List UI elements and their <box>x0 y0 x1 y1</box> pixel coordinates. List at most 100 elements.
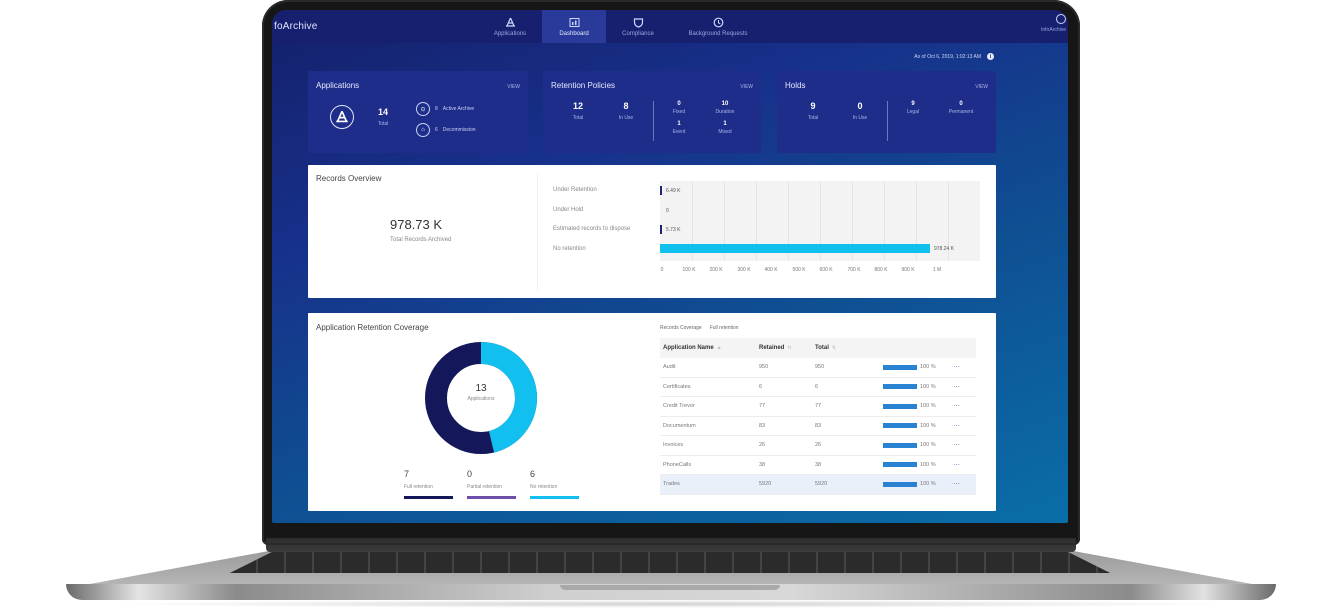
nav-background-requests[interactable]: Background Requests <box>670 10 766 43</box>
user-menu[interactable]: InfoArchive <box>1041 14 1066 33</box>
retention-duration: 10 Duration <box>715 101 735 115</box>
total-records-label: Total Records Archived <box>390 237 452 243</box>
column-retained[interactable]: Retained ⇅ <box>759 345 792 351</box>
coverage-donut-chart[interactable] <box>425 342 537 454</box>
gridline <box>884 181 885 261</box>
gridline <box>820 181 821 261</box>
table-row[interactable]: Invoices 26 26 100 % ⋯ <box>660 436 976 456</box>
bar-label: Under Retention <box>553 187 597 193</box>
as-of-timestamp: As of Oct 6, 2019, 1:02:13 AM <box>914 53 981 60</box>
applications-view-link[interactable]: VIEW <box>507 84 520 90</box>
holds-in-use: 0 In Use <box>852 101 868 121</box>
holds-legal: 9 Legal <box>906 101 920 115</box>
applications-count: 13 <box>475 383 487 394</box>
legend-swatch <box>530 496 579 499</box>
coverage-progress: 100 % <box>883 423 953 429</box>
coverage-progress: 100 % <box>883 364 953 370</box>
bar-no-retention[interactable] <box>660 244 930 253</box>
applications-icon <box>330 105 354 129</box>
table-row-selected[interactable]: Trades 5920 5920 100 % ⋯ <box>660 475 976 495</box>
top-navigation-bar: foArchive Applications Dashboard <box>272 10 1068 43</box>
records-bar-chart: 6.49 K 0 5.73 K 978.24 K <box>660 181 980 261</box>
applications-label: Applications <box>467 396 495 402</box>
row-actions-icon[interactable]: ⋯ <box>953 403 960 411</box>
row-actions-icon[interactable]: ⋯ <box>953 481 960 489</box>
table-row[interactable]: PhoneCalls 38 38 100 % ⋯ <box>660 456 976 475</box>
app-screen: foArchive Applications Dashboard <box>272 10 1068 523</box>
column-total[interactable]: Total ⇅ <box>815 345 837 351</box>
bar-estimated-dispose[interactable] <box>660 225 662 234</box>
coverage-progress: 100 % <box>883 442 953 448</box>
retention-in-use: 8 In Use <box>618 101 634 121</box>
bar-value: 6.49 K <box>666 188 681 194</box>
nav-label: Background Requests <box>688 30 748 37</box>
progress-bar <box>883 423 917 429</box>
bar-label: No retention <box>553 245 586 252</box>
table-header: Application Name ▲ Retained ⇅ Total ⇅ <box>660 338 976 358</box>
table-row[interactable]: Audit 950 950 100 % ⋯ <box>660 358 976 378</box>
divider <box>537 173 538 290</box>
coverage-progress: 100 % <box>883 384 953 390</box>
laptop-shadow <box>100 600 1240 608</box>
card-title: Retention Policies <box>551 81 616 90</box>
laptop-keyboard <box>230 551 1110 573</box>
sort-icon: ⇅ <box>831 345 837 351</box>
holds-permanent: 0 Permanent <box>948 101 974 115</box>
nav-compliance[interactable]: Compliance <box>606 10 670 43</box>
gridline <box>916 181 917 261</box>
divider <box>653 101 654 141</box>
legend-swatch <box>404 496 453 499</box>
info-icon[interactable]: i <box>987 53 994 60</box>
card-title: Holds <box>785 81 806 90</box>
legend-no-retention[interactable]: 6 No retention <box>530 469 580 499</box>
bar-value: 978.24 K <box>934 246 955 252</box>
holds-view-link[interactable]: VIEW <box>975 84 988 90</box>
table-row[interactable]: Credit Trevor 77 77 100 % ⋯ <box>660 397 976 417</box>
coverage-progress: 100 % <box>883 403 953 409</box>
records-bar-labels: Under Retention Under Hold Estimated rec… <box>553 187 630 265</box>
retention-event: 1 Event <box>672 121 686 135</box>
table-row[interactable]: Certificates 6 6 100 % ⋯ <box>660 378 976 397</box>
progress-bar <box>883 481 917 487</box>
row-actions-icon[interactable]: ⋯ <box>953 442 960 450</box>
breadcrumb-records-coverage[interactable]: Records Coverage <box>660 325 702 331</box>
retention-view-link[interactable]: VIEW <box>740 84 753 90</box>
app-brand: foArchive <box>274 21 318 32</box>
user-icon <box>1056 14 1066 24</box>
progress-bar <box>883 384 917 390</box>
sort-icon: ⇅ <box>787 345 792 351</box>
row-actions-icon[interactable]: ⋯ <box>953 364 960 372</box>
bar-value: 0 <box>666 208 669 214</box>
row-actions-icon[interactable]: ⋯ <box>953 422 960 430</box>
retention-mixed: 1 Mixed <box>718 121 732 135</box>
bar-value: 5.73 K <box>666 227 681 233</box>
nav-dashboard[interactable]: Dashboard <box>542 10 606 43</box>
decommission-row: ⌂ 6 Decommission <box>416 123 476 137</box>
row-actions-icon[interactable]: ⋯ <box>953 383 960 391</box>
bar-label: Estimated records to dispose <box>553 226 631 232</box>
table-row[interactable]: Documentum 83 83 100 % ⋯ <box>660 417 976 436</box>
bar-under-retention[interactable] <box>660 186 662 195</box>
holds-total: 9 Total <box>807 101 819 121</box>
column-application-name[interactable]: Application Name ▲ <box>663 345 722 351</box>
progress-bar <box>883 462 917 468</box>
legend-swatch <box>467 496 516 499</box>
total-records-value: 978.73 K <box>390 217 443 232</box>
laptop-notch <box>560 585 780 590</box>
legend-partial-retention[interactable]: 0 Partial retention <box>467 469 517 499</box>
card-title: Applications <box>316 81 360 90</box>
row-actions-icon[interactable]: ⋯ <box>953 461 960 469</box>
active-archive-row: ⊙ 8 Active Archive <box>416 102 474 116</box>
progress-bar <box>883 442 917 448</box>
holds-card: Holds VIEW 9 Total 0 In Use 9 Legal 0 Pe… <box>777 71 996 153</box>
gridline <box>948 181 949 261</box>
retention-coverage-card: Application Retention Coverage 13 Applic… <box>308 313 996 511</box>
dashboard-icon <box>569 17 580 28</box>
active-archive-icon: ⊙ <box>416 102 430 116</box>
legend-full-retention[interactable]: 7 Full retention <box>404 469 454 499</box>
breadcrumb-full-retention: Full retention <box>709 325 739 331</box>
laptop-hinge <box>266 538 1076 552</box>
applications-card: Applications VIEW 14 Total ⊙ 8 Active Ar… <box>308 71 528 153</box>
nav-applications[interactable]: Applications <box>478 10 542 43</box>
